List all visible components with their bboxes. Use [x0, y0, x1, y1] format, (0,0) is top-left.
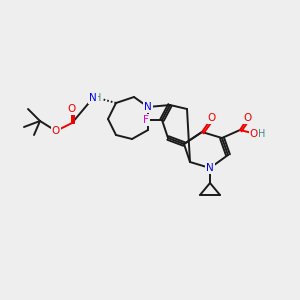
Text: H: H: [258, 129, 266, 139]
Text: O: O: [244, 113, 252, 123]
Text: H: H: [252, 129, 260, 139]
Text: N: N: [89, 93, 97, 103]
Text: N: N: [206, 163, 214, 173]
Text: N: N: [144, 102, 152, 112]
Text: O: O: [52, 126, 60, 136]
Text: F: F: [143, 115, 149, 125]
Text: O: O: [68, 104, 76, 114]
Text: O: O: [250, 129, 258, 139]
Text: O: O: [208, 113, 216, 123]
Text: H: H: [94, 93, 102, 103]
